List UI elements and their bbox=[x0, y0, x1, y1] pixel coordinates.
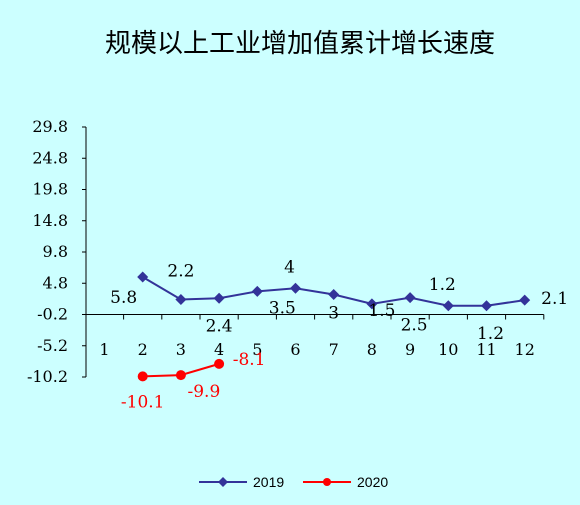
data-point-2020 bbox=[175, 370, 186, 381]
x-tick-label: 11 bbox=[476, 340, 496, 359]
legend: 2019 2020 bbox=[199, 474, 388, 490]
x-tick-label: 6 bbox=[290, 340, 300, 359]
data-label-2020: -8.1 bbox=[233, 350, 266, 370]
data-label-2019: 3 bbox=[328, 304, 339, 324]
x-tick-label: 9 bbox=[405, 340, 415, 359]
y-tick-label: -5.2 bbox=[37, 336, 68, 355]
axes: 29.824.819.814.89.84.8-0.2-5.2-10.21 2 3 4 5… bbox=[27, 117, 545, 386]
x-tick-label: 4 bbox=[214, 340, 224, 359]
y-tick-label: 9.8 bbox=[43, 242, 68, 261]
series-layer bbox=[137, 271, 531, 382]
x-tick-label: 7 bbox=[329, 340, 339, 359]
x-tick-label: 5 bbox=[252, 340, 262, 359]
data-point-2020 bbox=[137, 371, 148, 382]
y-tick-label: 29.8 bbox=[32, 117, 68, 136]
x-tick-label: 1 bbox=[99, 340, 109, 359]
y-tick-label: 14.8 bbox=[32, 211, 68, 230]
y-tick-label: -0.2 bbox=[37, 305, 68, 324]
data-point-2019 bbox=[251, 285, 263, 297]
data-labels: 5.8 2.2 2.4 3.5 4 3 1.5 2.5 1.2 1.2 2.1 -10.1 -9.9 -8… bbox=[110, 257, 568, 412]
x-tick-label: 10 bbox=[438, 340, 458, 359]
y-tick-label: -10.2 bbox=[27, 367, 68, 386]
x-tick-label: 12 bbox=[515, 340, 535, 359]
data-point-2019 bbox=[137, 271, 149, 283]
data-label-2019: 5.8 bbox=[110, 288, 137, 308]
x-tick-label: 3 bbox=[176, 340, 186, 359]
data-label-2019: 2.2 bbox=[167, 262, 194, 282]
legend-marker-2019 bbox=[218, 477, 228, 487]
data-label-2019: 3.5 bbox=[269, 298, 296, 318]
legend-label-2020: 2020 bbox=[357, 474, 388, 490]
data-label-2020: -10.1 bbox=[121, 392, 165, 412]
data-label-2019: 4 bbox=[284, 257, 295, 277]
data-label-2019: 2.4 bbox=[206, 316, 233, 336]
data-point-2019 bbox=[404, 292, 416, 304]
y-tick-label: 19.8 bbox=[32, 180, 68, 199]
data-point-2019 bbox=[481, 300, 492, 312]
data-label-2020: -9.9 bbox=[188, 382, 221, 402]
legend-label-2019: 2019 bbox=[253, 474, 284, 490]
data-label-2019: 2.1 bbox=[541, 289, 568, 309]
data-label-2019: 1.2 bbox=[429, 275, 456, 295]
chart-title: 规模以上工业增加值累计增长速度 bbox=[105, 29, 495, 59]
y-tick-label: 4.8 bbox=[43, 273, 68, 292]
data-label-2019: 2.5 bbox=[401, 316, 428, 336]
y-tick-label: 24.8 bbox=[32, 148, 68, 167]
data-point-2019 bbox=[175, 294, 187, 305]
x-tick-label: 8 bbox=[367, 340, 377, 359]
data-point-2019 bbox=[366, 298, 378, 310]
data-point-2019 bbox=[328, 289, 340, 300]
x-tick-label: 2 bbox=[138, 340, 148, 359]
data-point-2020 bbox=[214, 358, 225, 369]
data-label-2019: 1.5 bbox=[368, 301, 395, 321]
data-point-2019 bbox=[442, 300, 454, 312]
data-label-2019: 1.2 bbox=[477, 324, 504, 344]
data-point-2019 bbox=[213, 292, 225, 304]
data-point-2019 bbox=[290, 282, 301, 294]
legend-marker-2020 bbox=[323, 478, 331, 486]
data-point-2019 bbox=[519, 294, 531, 306]
